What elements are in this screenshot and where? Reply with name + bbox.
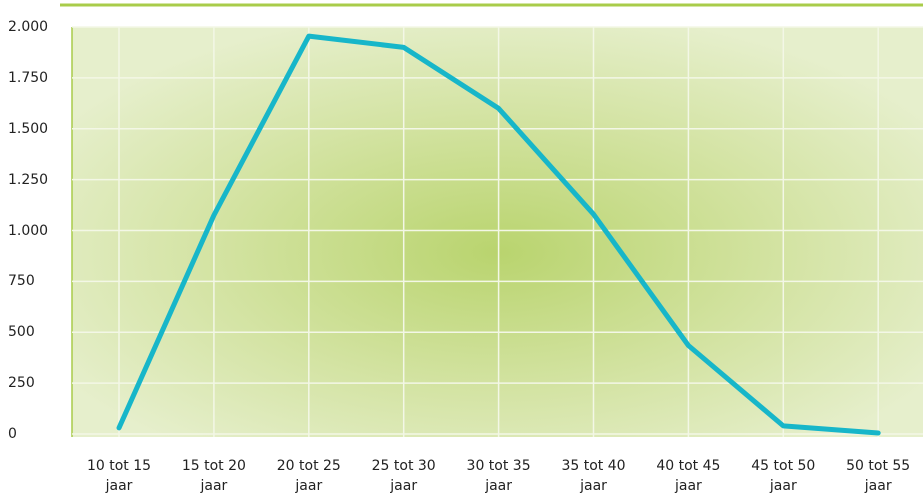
y-tick-label: 1.500 [8,120,49,137]
y-tick-label: 2.000 [8,19,49,35]
y-tick-label: 1.000 [8,222,49,239]
y-tick-label: 1.250 [8,171,49,188]
plot-background [72,27,923,437]
x-tick-label: 15 tot 20 jaar [181,458,246,494]
x-tick-label: 25 tot 30 jaar [371,458,436,494]
y-tick-label: 250 [8,375,35,392]
x-tick-label: 10 tot 15 jaar [86,458,152,494]
x-tick-label: 45 tot 50 jaar [751,458,816,494]
y-tick-label: 750 [8,273,35,290]
x-tick-label: 40 tot 45 jaar [656,458,721,494]
y-tick-label: 1.750 [8,69,49,86]
x-tick-label: 35 tot 40 jaar [561,458,626,494]
x-tick-label: 30 tot 35 jaar [466,458,531,494]
y-tick-label: 0 [8,426,17,442]
x-tick-label: 50 tot 55 jaar [846,458,911,494]
x-tick-label: 20 tot 25 jaar [276,458,341,494]
data-line [116,33,881,436]
y-tick-label: 500 [8,324,35,341]
